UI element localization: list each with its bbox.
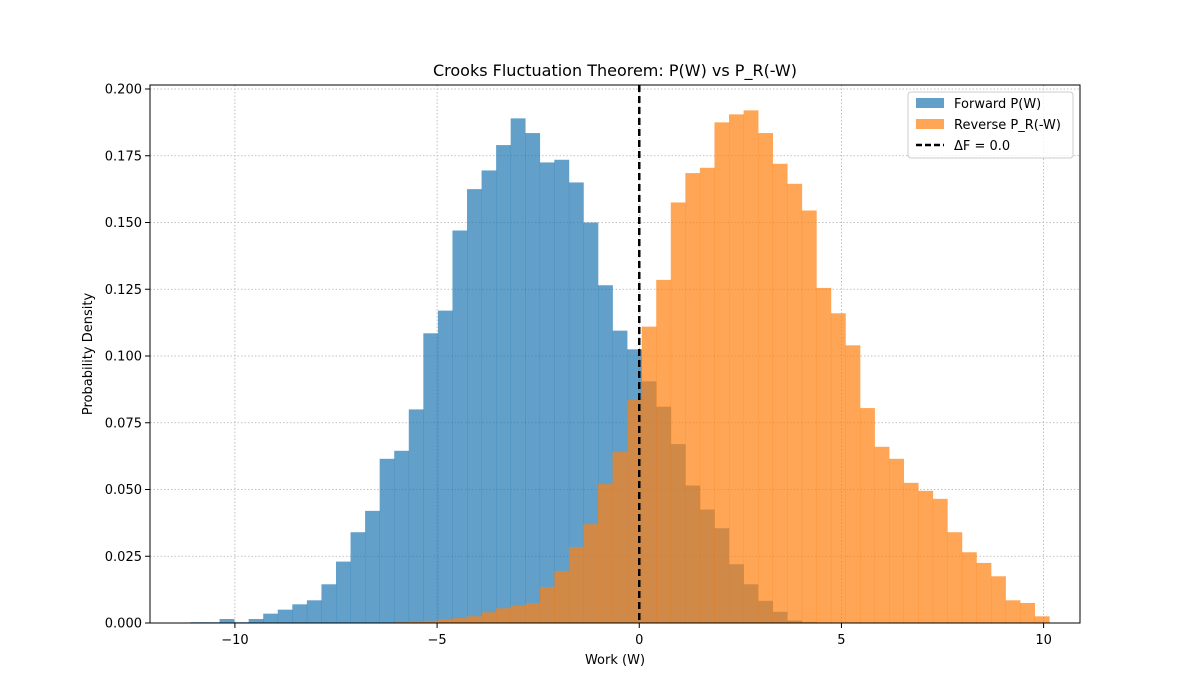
reverse-histogram-bar [976,562,992,623]
forward-histogram-bar [321,584,337,623]
reverse-histogram-bar [670,202,686,623]
reverse-histogram-bar [903,482,919,623]
forward-histogram-bar [292,604,308,623]
forward-histogram-bar [481,170,497,623]
reverse-histogram-bar [874,446,890,623]
forward-histogram-bar [263,613,279,623]
y-tick-label: 0.125 [105,283,142,298]
reverse-histogram-bar [729,114,744,624]
forward-histogram-bar [408,409,424,623]
x-tick-label: −5 [428,633,447,648]
forward-histogram-bar [277,609,293,623]
reverse-histogram-bar [787,183,803,624]
reverse-histogram-bar [830,313,846,623]
reverse-histogram-bar [816,287,832,623]
legend-label-forward: Forward P(W) [954,97,1041,112]
reverse-histogram-bar [961,552,977,623]
x-tick-label: 0 [635,633,643,648]
forward-histogram-bar [394,450,410,623]
x-tick-label: 5 [837,633,845,648]
reverse-histogram-bar [598,484,613,623]
forward-histogram-bar [379,458,395,623]
legend-label-delta-f: ΔF = 0.0 [954,139,1010,154]
reverse-histogram-bar [1005,600,1021,623]
reverse-histogram-bar [627,400,642,623]
plot-area: −10 −5 0 5 10 0.000 0.025 0.050 0.075 0.100 0.125 0… [105,83,1081,648]
reverse-histogram-bar [758,133,773,623]
forward-histogram-bar [583,222,599,623]
forward-histogram-bar [452,230,468,623]
x-tick-label: 10 [1035,633,1052,648]
reverse-histogram-bar [714,122,730,624]
forward-histogram-bar [467,189,482,623]
legend-box [907,91,1074,159]
reverse-histogram-bar [889,458,905,623]
reverse-histogram-bar [845,345,861,623]
y-tick-label: 0.050 [105,483,142,498]
reverse-histogram-bar [1034,616,1050,623]
axes-frame [149,84,1081,624]
reverse-histogram-bar [772,163,788,623]
reverse-histogram-bar [481,612,497,623]
forward-histogram-bar [336,561,351,623]
reverse-histogram-bar [408,621,424,623]
reverse-histogram-bar [699,167,715,623]
forward-histogram-bar [510,118,526,623]
legend-swatch-forward [916,98,944,108]
y-tick-label: 0.075 [105,416,142,431]
forward-histogram-bar [437,310,453,623]
reverse-histogram-bar [452,618,468,623]
legend: Forward P(W) Reverse P_R(-W) ΔF = 0.0 [907,91,1074,159]
reverse-histogram-bar [583,524,599,623]
legend-swatch-reverse [916,119,944,129]
forward-histogram-bar [248,618,264,623]
reverse-histogram-bar [554,570,570,623]
y-tick-label: 0.000 [105,617,142,632]
reverse-histogram-bar [568,546,584,623]
reverse-histogram-bar [932,498,948,623]
y-axis-label: Probability Density [81,293,96,416]
reverse-histogram-bar [1020,602,1036,623]
y-tick-label: 0.025 [105,550,142,565]
reverse-histogram-bar [860,408,875,623]
reverse-histogram-bar [656,279,672,623]
reverse-histogram-bar [496,608,511,623]
reverse-histogram-bar [947,532,963,623]
forward-histogram-bar [306,600,322,623]
reverse-histogram-bar [525,602,541,623]
forward-histogram-bar [525,133,541,623]
forward-histogram-bar [423,333,439,623]
forward-histogram-bar [539,162,555,624]
forward-histogram-bar [496,145,511,623]
forward-histogram-bar [350,532,366,623]
reverse-histogram-bar [801,210,817,623]
legend-label-reverse: Reverse P_R(-W) [954,118,1061,133]
reverse-histogram-bar [641,326,657,623]
x-tick-label: −10 [221,633,248,648]
chart-title: Crooks Fluctuation Theorem: P(W) vs P_R(… [433,61,797,81]
x-axis-label: Work (W) [585,653,645,668]
forward-histogram-bar [568,182,584,623]
reverse-histogram-bar [991,576,1006,623]
reverse-histogram-bar [539,586,555,623]
forward-histogram-bar [365,510,380,623]
reverse-histogram-bar [743,110,759,624]
reverse-histogram-bar [612,452,628,623]
y-tick-label: 0.150 [105,216,142,231]
reverse-histogram-bar [467,616,482,623]
reverse-histogram-bar [437,619,453,623]
y-tick-label: 0.200 [105,83,142,98]
y-tick-label: 0.175 [105,149,142,164]
forward-histogram-bar [219,618,235,623]
reverse-histogram-bar [510,605,526,623]
reverse-histogram-bar [423,620,439,623]
reverse-histogram-bar [918,490,934,623]
forward-histogram-bar [554,159,570,623]
reverse-histogram-bar [685,173,701,623]
y-tick-label: 0.100 [105,350,142,365]
